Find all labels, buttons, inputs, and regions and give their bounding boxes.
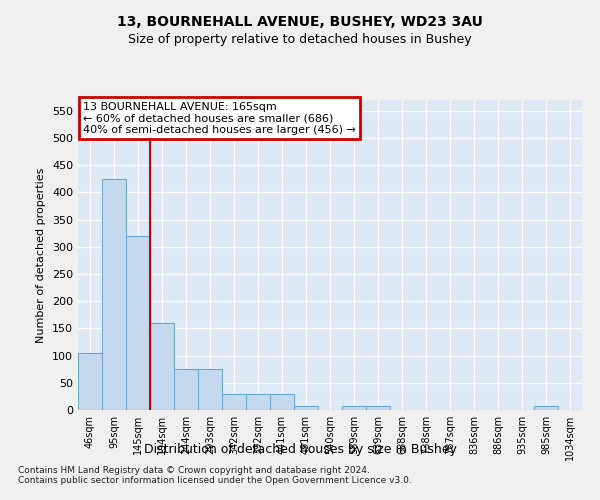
Bar bbox=[366, 406, 390, 410]
Bar bbox=[534, 406, 558, 410]
Text: Distribution of detached houses by size in Bushey: Distribution of detached houses by size … bbox=[143, 442, 457, 456]
Bar bbox=[102, 179, 126, 410]
Bar bbox=[78, 354, 102, 410]
Text: Size of property relative to detached houses in Bushey: Size of property relative to detached ho… bbox=[128, 32, 472, 46]
Y-axis label: Number of detached properties: Number of detached properties bbox=[37, 168, 46, 342]
Bar bbox=[198, 369, 222, 410]
Bar bbox=[246, 394, 270, 410]
Bar bbox=[222, 394, 246, 410]
Text: 13 BOURNEHALL AVENUE: 165sqm
← 60% of detached houses are smaller (686)
40% of s: 13 BOURNEHALL AVENUE: 165sqm ← 60% of de… bbox=[83, 102, 356, 134]
Bar bbox=[342, 406, 366, 410]
Text: 13, BOURNEHALL AVENUE, BUSHEY, WD23 3AU: 13, BOURNEHALL AVENUE, BUSHEY, WD23 3AU bbox=[117, 15, 483, 29]
Text: Contains HM Land Registry data © Crown copyright and database right 2024.
Contai: Contains HM Land Registry data © Crown c… bbox=[18, 466, 412, 485]
Bar bbox=[126, 236, 150, 410]
Bar bbox=[294, 406, 318, 410]
Bar bbox=[174, 369, 198, 410]
Bar bbox=[150, 323, 174, 410]
Bar bbox=[270, 394, 294, 410]
